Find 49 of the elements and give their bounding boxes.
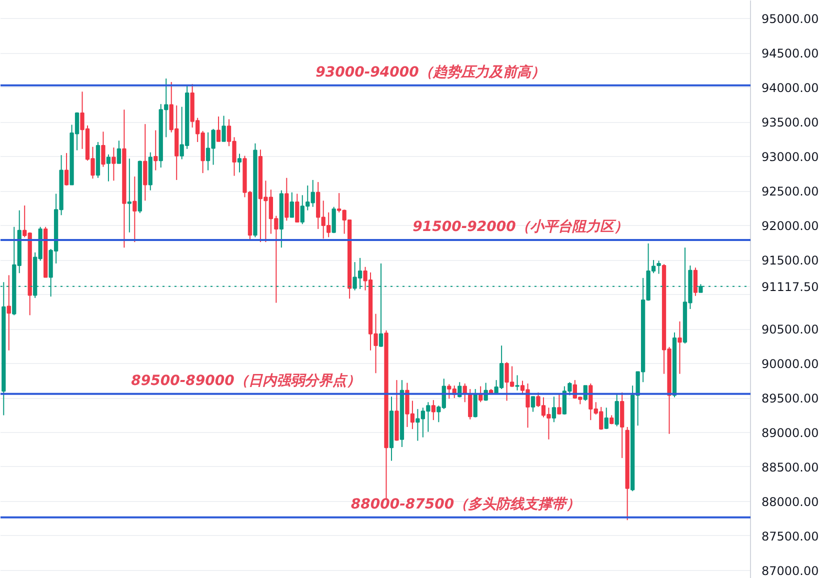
candlestick — [112, 147, 116, 182]
candlestick — [473, 388, 478, 418]
ref-line-label: 89500-89000（日内强弱分界点） — [131, 372, 360, 389]
candlestick — [64, 152, 69, 186]
candlestick — [332, 206, 336, 234]
y-tick-label: 90000.00 — [762, 357, 819, 371]
candlestick — [222, 115, 226, 142]
candlestick — [678, 320, 682, 374]
candlestick — [143, 124, 148, 202]
y-tick-label: 87000.00 — [762, 564, 819, 578]
candlestick — [106, 154, 111, 182]
candlestick — [530, 396, 536, 412]
candlestick — [101, 131, 106, 168]
candlestick — [154, 130, 158, 171]
candlestick — [468, 388, 472, 420]
candlestick — [216, 116, 221, 142]
y-tick-label: 88500.00 — [762, 460, 819, 474]
candlestick — [515, 374, 520, 391]
candlestick — [290, 192, 294, 218]
candlestick — [132, 176, 137, 243]
y-tick-label: 93000.00 — [762, 150, 819, 164]
candlestick — [6, 274, 11, 351]
candlestick — [693, 267, 698, 296]
candlestick — [284, 177, 289, 222]
y-tick-label: 89000.00 — [762, 426, 819, 440]
candlestick — [431, 400, 436, 421]
y-tick-label: 91500.00 — [762, 254, 819, 268]
ref-line-label: 91117.50 — [762, 280, 819, 294]
candlestick — [604, 407, 608, 430]
candlestick — [116, 140, 122, 164]
ref-line-label: 91500-92000（小平台阻力区） — [412, 218, 628, 235]
y-tick-label: 92000.00 — [762, 219, 819, 234]
y-tick-label: 90500.00 — [762, 322, 819, 336]
y-tick-label: 95000.00 — [762, 12, 819, 26]
ref-line-label: 88000-87500（多头防线支撑带） — [350, 495, 580, 512]
y-tick-label: 92500.00 — [762, 184, 819, 199]
candlestick — [237, 153, 242, 173]
y-tick-label: 93500.00 — [762, 116, 819, 130]
y-tick-label: 87500.00 — [762, 529, 819, 544]
candlestick — [127, 158, 132, 233]
ref-line-label: 93000-94000（趋势压力及前高） — [316, 63, 545, 80]
candlestick — [614, 393, 619, 427]
y-tick-label: 94500.00 — [762, 46, 819, 61]
candlestick — [656, 260, 661, 274]
y-tick-label: 89500.00 — [762, 392, 819, 406]
y-tick-label: 88000.00 — [762, 495, 819, 509]
y-tick-label: 94000.00 — [762, 81, 819, 96]
candlestick — [552, 396, 556, 423]
candlestick — [295, 193, 300, 223]
